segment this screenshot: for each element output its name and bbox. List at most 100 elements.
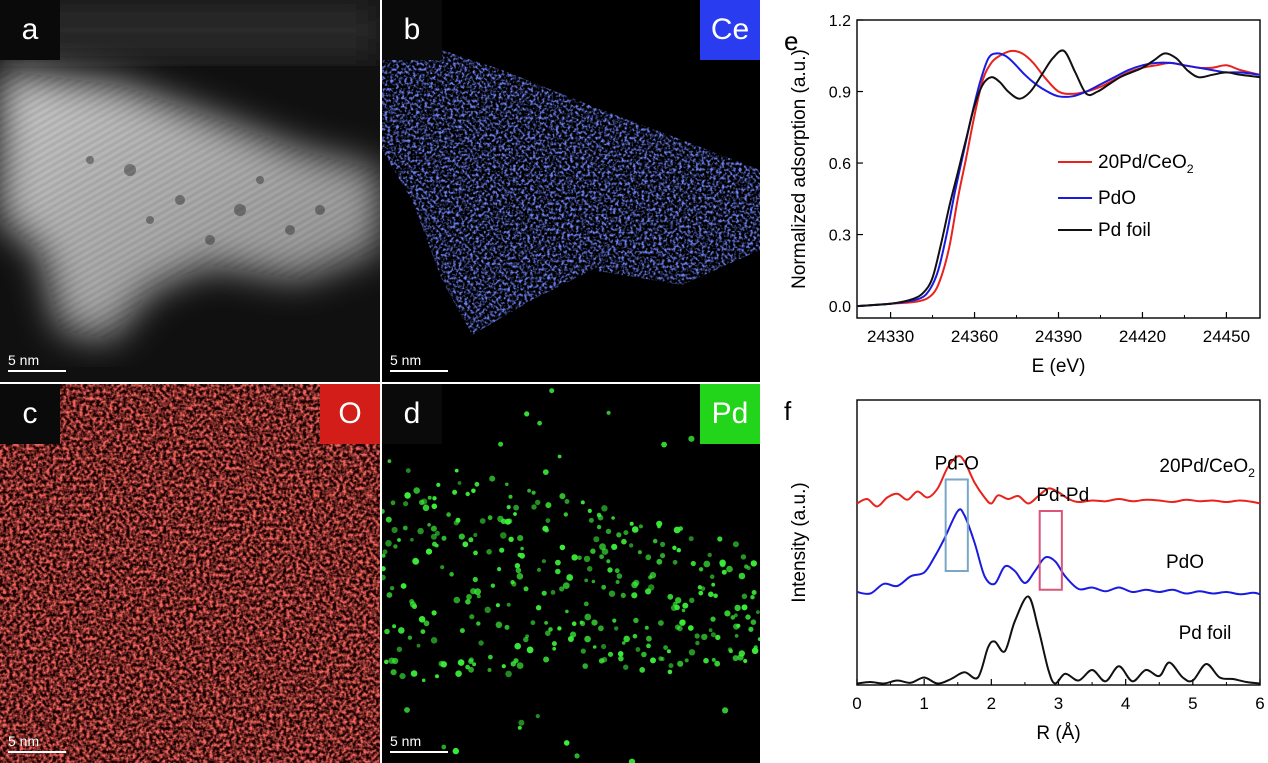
pd-dot [541, 590, 547, 596]
pd-dot [549, 388, 555, 394]
pd-dot [674, 624, 681, 630]
pd-dot [441, 535, 447, 541]
pd-dot [413, 487, 420, 494]
legend-label: 20Pd/CeO2 [1098, 152, 1194, 176]
pd-dot [584, 613, 592, 621]
pd-dot [607, 651, 614, 657]
pd-dot [438, 660, 445, 667]
x-tick-label: 2 [987, 694, 996, 713]
pd-dot [687, 625, 694, 631]
pd-dot [454, 468, 459, 473]
pd-dot [592, 645, 597, 649]
pd-dot [455, 670, 462, 677]
pd-dot [487, 668, 492, 672]
scale-bar-a: 5 nm [8, 352, 66, 372]
pd-dot [656, 520, 663, 527]
panel-label-a: a [0, 0, 60, 60]
pd-dot [403, 501, 409, 507]
scale-bar-line [8, 370, 66, 372]
pd-dot [506, 505, 511, 510]
pd-dot [473, 550, 478, 556]
pd-dot [465, 599, 471, 605]
pd-dot [591, 579, 596, 584]
pd-dot [515, 567, 522, 574]
pd-dot [667, 593, 674, 600]
pd-dot [612, 618, 617, 623]
pd-dot [478, 640, 484, 646]
pd-dot [694, 633, 700, 639]
pd-dot [579, 620, 584, 625]
pd-dot [660, 541, 666, 547]
pd-dot [734, 613, 738, 618]
pd-dot [490, 583, 496, 588]
pd-dot [498, 441, 504, 447]
pd-dot [431, 503, 438, 510]
pd-dot [738, 572, 746, 580]
pd-dot [542, 469, 549, 475]
pd-dot [500, 532, 507, 539]
pd-dot [741, 604, 748, 611]
pd-dot [421, 678, 426, 683]
pd-dot [563, 512, 568, 517]
pd-dot [382, 508, 385, 514]
pd-dot [423, 620, 430, 627]
pd-dot [384, 628, 390, 635]
pd-dot [709, 574, 715, 579]
pd-dot [465, 491, 470, 497]
pd-dot [535, 605, 542, 611]
scale-bar-b: 5 nm [390, 352, 448, 372]
pd-dot [618, 655, 624, 662]
pd-dot [543, 656, 550, 663]
x-tick-label: 3 [1054, 694, 1063, 713]
pd-dot [476, 621, 481, 626]
pd-dot [435, 674, 439, 679]
pd-dot [616, 532, 622, 538]
pd-dot [746, 565, 751, 571]
pd-dot [523, 586, 529, 592]
pd-dot [584, 578, 589, 583]
x-tick-label: 24330 [867, 327, 914, 346]
scale-bar-c: 5 nm [8, 733, 66, 753]
pd-dot [440, 565, 445, 570]
pd-dot [479, 518, 486, 524]
pd-dot [564, 499, 570, 504]
pd-dot [545, 502, 552, 509]
pd-dot [410, 670, 418, 677]
pd-dot [471, 488, 476, 494]
element-label-o: O [320, 384, 380, 444]
pd-dot [458, 533, 465, 540]
pd-dot [385, 516, 392, 523]
series-line-20pd-ceo2 [856, 455, 1261, 508]
pd-dot [713, 593, 718, 599]
pd-dot [632, 633, 638, 639]
pd-dot [695, 640, 700, 646]
pd-dot [601, 643, 607, 650]
pd-dot [708, 591, 714, 598]
pd-dot [545, 518, 551, 523]
pd-dot [495, 621, 503, 629]
legend-label: Pd foil [1098, 220, 1151, 241]
x-tick-label: 1 [919, 694, 928, 713]
pd-dot [667, 669, 673, 675]
pd-dot [416, 643, 421, 648]
pd-dot [535, 499, 541, 506]
pd-dot [390, 500, 396, 506]
element-label-pd: Pd [700, 384, 760, 444]
pd-dot [523, 636, 529, 643]
pd-dot [559, 493, 566, 500]
pd-dot [750, 560, 757, 567]
series-line-20pd-ceo2 [856, 49, 1261, 308]
pd-dot [468, 657, 474, 663]
pd-dot [469, 614, 475, 620]
pd-dot [732, 655, 739, 662]
pd-dot [555, 568, 561, 575]
pd-dot [436, 482, 441, 487]
pd-dot [462, 541, 469, 548]
pd-dot [611, 516, 615, 520]
pd-dot [409, 599, 415, 604]
pd-dot [531, 504, 537, 510]
y-tick-label: 0.9 [829, 85, 851, 102]
pd-dot [476, 594, 481, 599]
pd-dot [708, 628, 713, 633]
pd-dot [397, 538, 401, 542]
